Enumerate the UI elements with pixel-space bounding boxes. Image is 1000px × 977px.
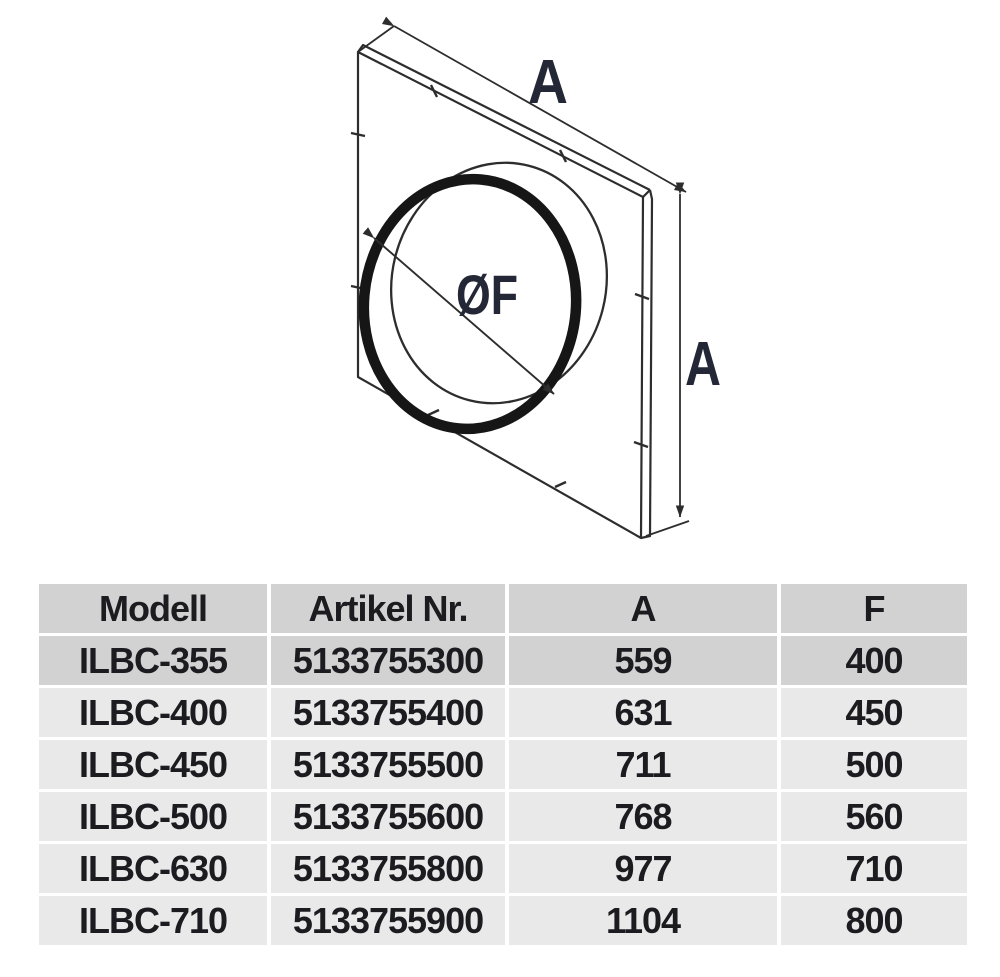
cell-modell: ILBC-630 [39,844,267,893]
cell-artikel-nr: 5133755400 [271,688,505,737]
cell-a: 711 [509,740,777,789]
table-row-ilbc-710: ILBC-710 5133755900 1104 800 [39,896,967,945]
table-row-ilbc-355: ILBC-355 5133755300 559 400 [39,636,967,685]
cell-modell: ILBC-500 [39,792,267,841]
cell-f: 800 [781,896,967,945]
cell-f: 710 [781,844,967,893]
cell-f: 400 [781,636,967,685]
cell-a: 1104 [509,896,777,945]
cell-f: 450 [781,688,967,737]
cell-modell: ILBC-710 [39,896,267,945]
width-dimension-line [381,16,687,193]
cell-modell: ILBC-450 [39,740,267,789]
height-extension-line [645,520,690,537]
table-header-row: Modell Artikel Nr. A F [39,584,967,633]
cell-modell: ILBC-355 [39,636,267,685]
table-row-ilbc-500: ILBC-500 5133755600 768 560 [39,792,967,841]
panel-side-edge [640,189,654,540]
width-label: A [528,48,568,117]
cell-artikel-nr: 5133755300 [271,636,505,685]
cell-f: 500 [781,740,967,789]
diameter-label: ØF [456,263,518,326]
cell-modell: ILBC-400 [39,688,267,737]
diameter-dimension-line [362,227,555,395]
cell-a: 631 [509,688,777,737]
width-extension-line [357,25,395,53]
cell-artikel-nr: 5133755600 [271,792,505,841]
cell-a: 977 [509,844,777,893]
cell-artikel-nr: 5133755500 [271,740,505,789]
table-row-ilbc-630: ILBC-630 5133755800 977 710 [39,844,967,893]
cell-a: 559 [509,636,777,685]
table-row-ilbc-450: ILBC-450 5133755500 711 500 [39,740,967,789]
table-row-ilbc-400: ILBC-400 5133755400 631 450 [39,688,967,737]
cell-artikel-nr: 5133755900 [271,896,505,945]
column-header-artikel-nr: Artikel Nr. [271,584,505,633]
column-header-f: F [781,584,967,633]
height-label: A [685,330,721,399]
dimension-spec-table: Modell Artikel Nr. A F ILBC-355 51337553… [35,581,971,948]
cell-f: 560 [781,792,967,841]
column-header-modell: Modell [39,584,267,633]
column-header-a: A [509,584,777,633]
flange-isometric-diagram: A A ØF [350,16,721,540]
cell-a: 768 [509,792,777,841]
cell-artikel-nr: 5133755800 [271,844,505,893]
